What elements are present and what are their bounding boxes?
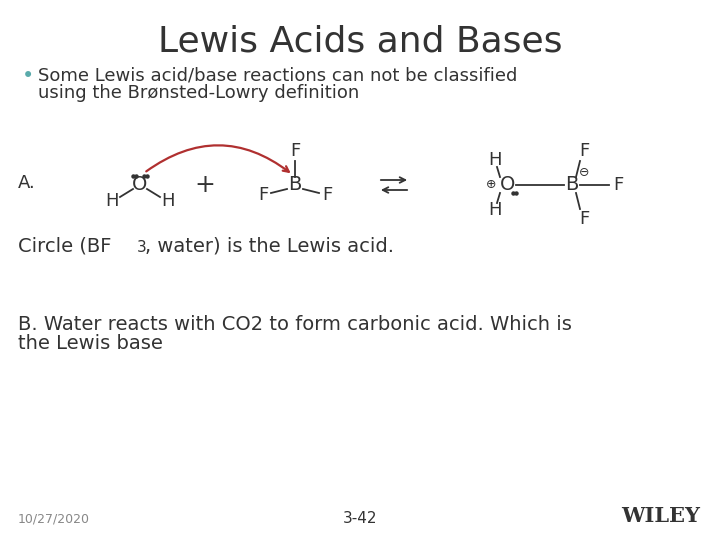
Text: the Lewis base: the Lewis base (18, 334, 163, 353)
Text: O: O (132, 176, 148, 194)
Text: 10/27/2020: 10/27/2020 (18, 513, 90, 526)
Text: F: F (322, 186, 332, 204)
Text: B: B (565, 176, 579, 194)
Text: H: H (488, 201, 502, 219)
Text: F: F (290, 142, 300, 160)
Text: Some Lewis acid/base reactions can not be classified: Some Lewis acid/base reactions can not b… (38, 66, 518, 84)
Text: using the Brønsted-Lowry definition: using the Brønsted-Lowry definition (38, 84, 359, 102)
Text: , water) is the Lewis acid.: , water) is the Lewis acid. (145, 237, 394, 256)
Text: Circle (BF: Circle (BF (18, 237, 112, 256)
Text: +: + (194, 173, 215, 197)
Text: H: H (161, 192, 175, 210)
Text: H: H (105, 192, 119, 210)
Text: O: O (500, 176, 516, 194)
Text: H: H (488, 151, 502, 169)
Text: WILEY: WILEY (621, 506, 700, 526)
Text: Lewis Acids and Bases: Lewis Acids and Bases (158, 25, 562, 59)
Text: B. Water reacts with CO2 to form carbonic acid. Which is: B. Water reacts with CO2 to form carboni… (18, 315, 572, 334)
Text: F: F (258, 186, 268, 204)
Text: ⊕: ⊕ (486, 178, 496, 191)
Text: ⊖: ⊖ (579, 165, 589, 179)
Text: 3-42: 3-42 (343, 511, 377, 526)
Text: F: F (613, 176, 623, 194)
Text: A.: A. (18, 174, 36, 192)
Text: 3: 3 (137, 240, 147, 255)
Text: B: B (288, 176, 302, 194)
Text: F: F (579, 142, 589, 160)
Text: F: F (579, 210, 589, 228)
Text: •: • (22, 66, 35, 86)
